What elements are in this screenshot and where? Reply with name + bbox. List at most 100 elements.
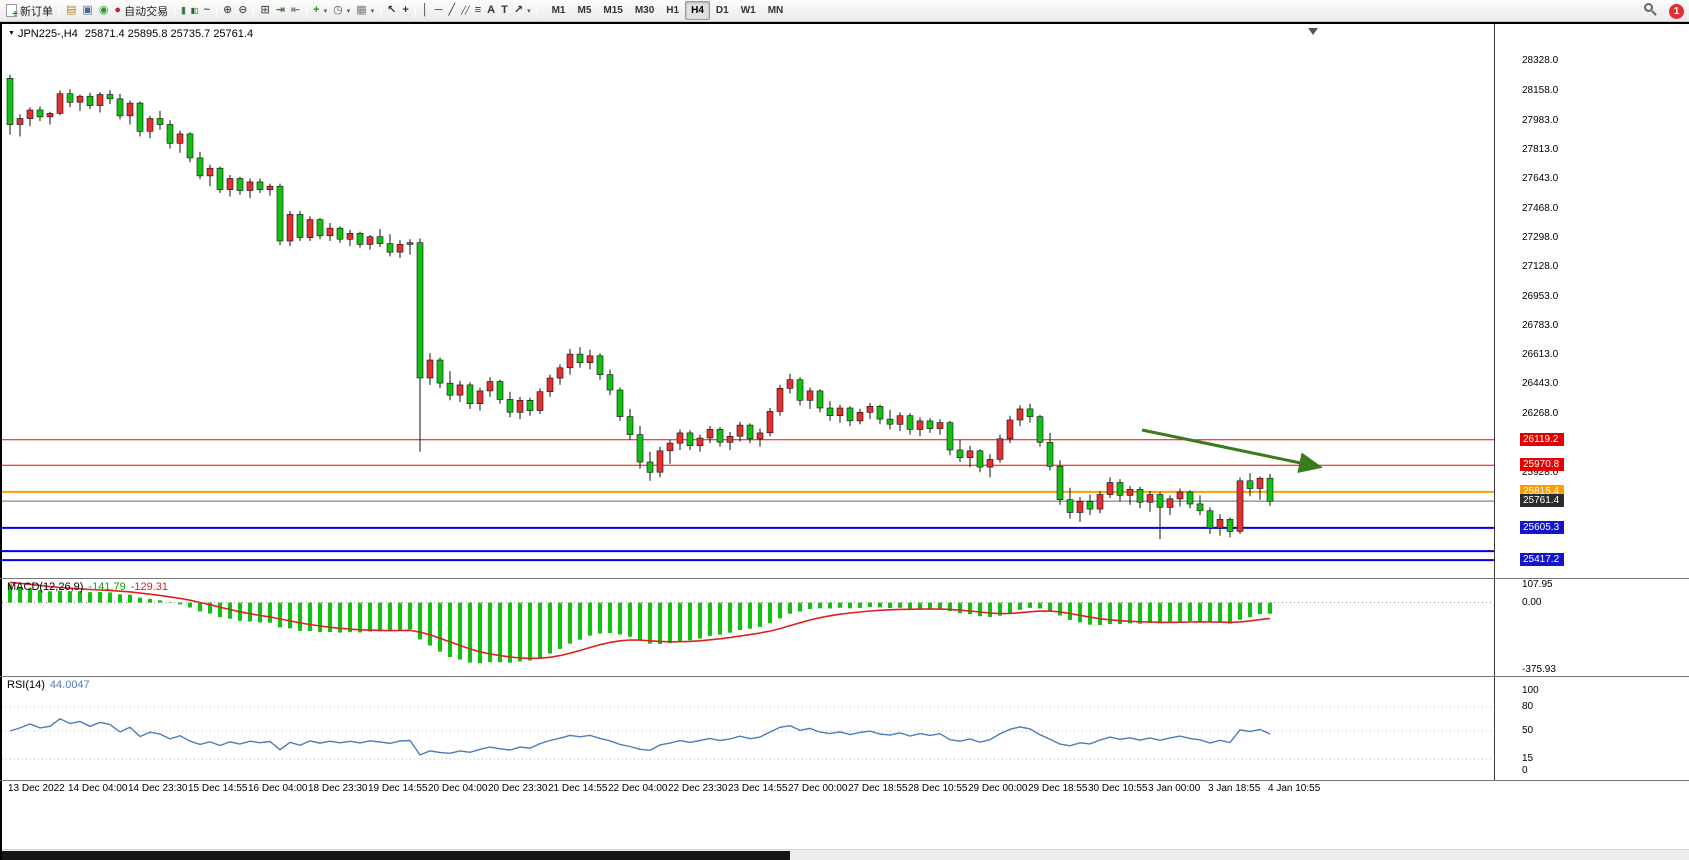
fibonacci-icon: ≡ [474, 4, 482, 16]
rsi-axis-label: 15 [1522, 753, 1534, 764]
clock-icon: ◷ [333, 4, 343, 16]
price-tag: 25761.4 [1520, 494, 1564, 507]
chart-shift-button[interactable]: ⇤ [288, 1, 303, 20]
timeframe-h1-button[interactable]: H1 [666, 5, 680, 16]
bars-chart-type-button[interactable]: ||| [178, 1, 188, 20]
chart-title: ▼ JPN225-,H4 25871.4 25895.8 25735.7 25761… [8, 28, 253, 40]
price-axis-label: 26953.0 [1522, 291, 1559, 302]
price-axis-label: 27983.0 [1522, 115, 1559, 126]
macd-axis-label: 107.95 [1522, 579, 1553, 590]
line-chart-type-button[interactable]: ~ [201, 1, 213, 20]
price-axis[interactable]: 28328.0 28158.0 27983.0 27813.0 27643.0 27468… [1496, 24, 1689, 578]
crosshair-button[interactable]: + [399, 1, 411, 20]
tile-windows-button[interactable]: ⊞ [257, 1, 272, 20]
price-axis-label: 26268.0 [1522, 408, 1559, 419]
refresh-icon: ◉ [98, 4, 109, 16]
candlestick-chart-icon: ▮▯ [190, 6, 199, 15]
price-tag: 25605.3 [1520, 521, 1564, 534]
panel-separator[interactable] [0, 676, 1689, 677]
timeframe-d1-button[interactable]: D1 [715, 5, 729, 16]
zoom-in-button[interactable]: ⊕ [220, 1, 235, 20]
chart-shift-icon: ⇤ [290, 4, 301, 16]
scrollbar-thumb[interactable] [2, 851, 790, 860]
date-axis-label: 14 Dec 04:00 [68, 783, 128, 794]
horizontal-line-button[interactable]: ─ [432, 1, 446, 20]
new-order-button-label: 新订单 [20, 5, 53, 18]
auto-scroll-button[interactable]: ⇥ [273, 1, 288, 20]
cursor-button[interactable]: ↖ [384, 1, 399, 20]
date-axis-label: 27 Dec 00:00 [788, 783, 848, 794]
indicators-button[interactable]: + ▾ [310, 1, 330, 20]
rsi-chart[interactable] [2, 677, 1494, 780]
date-axis-label: 18 Dec 23:30 [308, 783, 368, 794]
new-order-button[interactable]: 新订单 [3, 1, 56, 20]
price-axis-label: 26443.0 [1522, 378, 1559, 389]
rsi-axis: 100 80 50 15 0 [1496, 677, 1689, 780]
timeframe-h4-button[interactable]: H4 [685, 1, 710, 20]
channel-button[interactable]: ╱╱ [458, 1, 472, 20]
bars-chart-icon: ||| [181, 6, 186, 15]
trendline-button[interactable]: ╱ [445, 1, 458, 20]
timeframe-mn-button[interactable]: MN [767, 5, 784, 16]
toolbar-separator [174, 3, 176, 18]
macd-chart[interactable] [2, 579, 1494, 676]
rsi-label: RSI(14) 44.0047 [7, 679, 90, 691]
one-click-trading-collapse-icon[interactable]: ▼ [8, 30, 15, 37]
channel-icon: ╱╱ [461, 6, 470, 15]
main-chart-canvas[interactable]: ▼ JPN225-,H4 25871.4 25895.8 25735.7 25761… [2, 24, 1494, 578]
toolbar-separator [59, 3, 60, 18]
timeframe-m15-button[interactable]: M15 [603, 5, 623, 16]
vertical-line-button[interactable]: │ [419, 1, 432, 20]
print-button[interactable]: ▣ [79, 1, 95, 20]
rsi-value: 44.0047 [49, 679, 90, 691]
date-axis-label: 28 Dec 10:55 [908, 783, 968, 794]
macd-label: MACD(12,26,9) -141.79 -129.31 [7, 581, 168, 593]
fibonacci-button[interactable]: ≡ [472, 1, 484, 20]
price-axis-label: 25928.0 [1522, 467, 1559, 478]
axis-separator [1494, 24, 1495, 780]
chart-window-top-border [0, 22, 1689, 24]
rsi-panel[interactable]: RSI(14) 44.0047 [2, 677, 1494, 780]
templates-button[interactable]: ▦ ▾ [353, 1, 377, 20]
toolbar-separator [253, 3, 255, 18]
date-axis-label: 4 Jan 10:55 [1268, 783, 1321, 794]
arrows-button[interactable]: ↗ ▾ [511, 1, 534, 20]
dropdown-caret-icon: ▾ [323, 7, 328, 15]
profiles-button[interactable]: ▤ [63, 1, 79, 20]
indicators-add-icon: + [313, 4, 320, 16]
timeframe-m1-button[interactable]: M1 [551, 5, 566, 16]
horizontal-scrollbar[interactable] [2, 849, 1689, 860]
timeframe-m5-button[interactable]: M5 [577, 5, 592, 16]
search-icon[interactable] [1644, 3, 1660, 19]
periods-button[interactable]: ◷ ▾ [330, 1, 353, 20]
line-chart-icon: ~ [203, 4, 211, 16]
toolbar-separator [306, 3, 308, 18]
toolbar-right: 1 [1644, 3, 1684, 19]
autotrading-button[interactable]: ● 自动交易 [111, 1, 171, 20]
panel-separator[interactable] [0, 578, 1689, 579]
text-button[interactable]: A [484, 1, 498, 20]
tile-windows-icon: ⊞ [260, 4, 270, 16]
timeframe-w1-button[interactable]: W1 [740, 5, 756, 16]
label-button[interactable]: T [498, 1, 511, 20]
date-axis-label: 29 Dec 18:55 [1028, 783, 1088, 794]
magnifier-handle [1651, 10, 1657, 16]
date-axis-label: 30 Dec 10:55 [1088, 783, 1148, 794]
auto-scroll-icon: ⇥ [275, 4, 285, 16]
rsi-name: RSI(14) [7, 679, 45, 691]
cursor-icon: ↖ [387, 4, 397, 16]
candles-chart-type-button[interactable]: ▮▯ [188, 1, 201, 20]
candlestick-chart[interactable] [2, 24, 1494, 578]
date-axis-label: 21 Dec 14:55 [548, 783, 608, 794]
zoom-out-button[interactable]: ⊖ [235, 1, 250, 20]
arrow-object-icon: ↗ [513, 4, 524, 16]
date-axis-label: 29 Dec 00:00 [968, 783, 1028, 794]
macd-panel[interactable]: MACD(12,26,9) -141.79 -129.31 [2, 579, 1494, 676]
price-axis-label: 26613.0 [1522, 349, 1559, 360]
date-axis[interactable]: 13 Dec 2022 14 Dec 04:00 14 Dec 23:30 15 De… [2, 781, 1689, 797]
date-axis-label: 16 Dec 04:00 [248, 783, 308, 794]
timeframe-m30-button[interactable]: M30 [634, 5, 655, 16]
notification-badge[interactable]: 1 [1669, 3, 1684, 19]
price-axis-label: 27813.0 [1522, 144, 1559, 155]
refresh-button[interactable]: ◉ [96, 1, 112, 20]
